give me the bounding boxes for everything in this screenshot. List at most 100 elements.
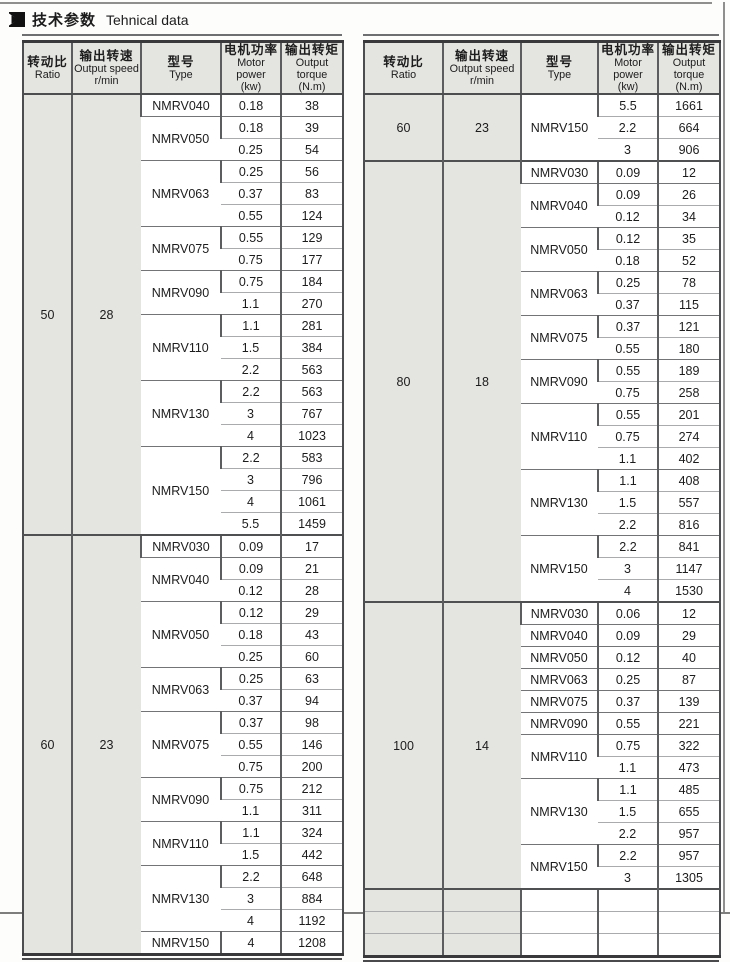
header-ratio-cn: 转动比 — [383, 55, 424, 70]
power-cell: 1.1 — [597, 469, 658, 492]
type-cell: NMRV063 — [521, 668, 598, 691]
torque-cell: 180 — [657, 337, 720, 360]
table-row: 4 1061 — [23, 490, 343, 513]
power-cell: 4 — [221, 490, 281, 513]
power-cell: 3 — [598, 138, 658, 162]
table-row: 1.5 655 — [364, 800, 720, 823]
header-power: 电机功率 Motor power (kw) — [220, 41, 281, 96]
torque-cell: 115 — [657, 293, 720, 316]
page-frame-top-line — [0, 2, 712, 4]
power-cell: 0.75 — [597, 734, 658, 757]
speed-cell: 14 — [442, 601, 521, 890]
table-row: 0.75 258 — [364, 381, 720, 404]
power-cell: 0.37 — [597, 690, 658, 713]
header-type-en: Type — [547, 69, 572, 82]
double-arrow-bullet-icon — [9, 12, 25, 27]
power-cell: 0.37 — [220, 711, 281, 734]
table-row: NMRV063 0.25 63 — [23, 667, 343, 712]
power-cell: 0.09 — [220, 557, 281, 580]
ratio-cell — [364, 888, 443, 912]
torque-cell: 34 — [657, 205, 720, 228]
tables-area: 转动比 Ratio 输出转速 Output speed r/min 型号 Typ… — [22, 34, 721, 962]
header-ratio-en: Ratio — [34, 69, 61, 82]
power-cell: 0.55 — [597, 712, 658, 735]
power-cell: 2.2 — [598, 116, 658, 139]
header-type: 型号 Type — [520, 41, 598, 96]
speed-cell — [442, 933, 521, 957]
table-row: 4 1023 — [23, 424, 343, 447]
torque-cell: 1459 — [280, 512, 343, 536]
torque-cell: 274 — [657, 425, 720, 448]
torque-cell: 648 — [280, 865, 343, 888]
header-torque: 输出转矩 Output torque (N.m) — [280, 41, 343, 96]
torque-cell: 129 — [280, 226, 343, 249]
power-cell: 4 — [221, 424, 281, 447]
torque-cell: 1192 — [280, 909, 343, 932]
table-row: 0.55 180 — [364, 337, 720, 360]
power-cell: 1.1 — [221, 292, 281, 315]
power-cell — [597, 933, 658, 957]
table-row: 0.55 124 — [23, 204, 343, 227]
table-row: 2.2 664 — [364, 116, 720, 139]
type-cell: NMRV030 — [520, 160, 598, 184]
header-torque-en: Output torque — [672, 57, 706, 82]
speed-cell: 23 — [71, 534, 141, 955]
power-cell: 0.12 — [597, 646, 658, 669]
power-cell: 4 — [598, 579, 658, 603]
type-cell: NMRV050 — [521, 227, 598, 272]
torque-cell: 78 — [657, 271, 720, 294]
header-row: 转动比 Ratio 输出转速 Output speed r/min 型号 Typ… — [23, 41, 343, 96]
power-cell: 5.5 — [597, 93, 658, 117]
torque-cell: 655 — [657, 800, 720, 823]
table-row: 2.2 957 — [364, 822, 720, 845]
torque-cell: 87 — [657, 668, 720, 691]
torque-cell: 322 — [657, 734, 720, 757]
header-type-cn: 型号 — [545, 55, 573, 70]
power-cell: 0.06 — [597, 601, 658, 625]
header-ratio-en: Ratio — [390, 69, 417, 82]
table-row: 0.37 94 — [23, 689, 343, 712]
type-cell — [520, 888, 598, 912]
table-row: 1.5 557 — [364, 491, 720, 514]
table-row: 2.2 816 — [364, 513, 720, 536]
torque-cell: 35 — [657, 227, 720, 250]
table-row: NMRV075 0.55 129 — [23, 226, 343, 271]
table-row: NMRV050 0.18 39 — [23, 116, 343, 161]
table-row: NMRV063 0.25 56 — [23, 160, 343, 227]
torque-cell: 221 — [657, 712, 720, 735]
header-torque: 输出转矩 Output torque (N.m) — [657, 41, 720, 96]
type-cell: NMRV063 — [141, 667, 221, 712]
table-row: NMRV130 2.2 563 — [23, 380, 343, 447]
power-cell: 0.75 — [598, 425, 658, 448]
table-row: NMRV090 0.75 184 — [23, 270, 343, 315]
torque-cell: 184 — [280, 270, 343, 293]
type-cell: NMRV040 — [521, 624, 598, 647]
power-cell: 1.5 — [598, 491, 658, 514]
speed-cell: 18 — [442, 160, 521, 603]
torque-cell: 29 — [280, 601, 343, 624]
torque-cell: 402 — [657, 447, 720, 470]
type-cell: NMRV030 — [140, 534, 221, 558]
type-cell: NMRV030 — [520, 601, 598, 625]
torque-cell: 29 — [657, 624, 720, 647]
type-cell: NMRV150 — [520, 93, 598, 162]
right-table: 转动比 Ratio 输出转速 Output speed r/min 型号 Typ… — [363, 40, 721, 959]
ratio-cell: 60 — [364, 93, 443, 162]
table-row: 5.5 1459 — [23, 512, 343, 536]
torque-cell: 60 — [280, 645, 343, 668]
ratio-cell — [364, 911, 443, 934]
power-cell: 0.55 — [598, 337, 658, 360]
ratio-cell: 50 — [23, 93, 72, 536]
torque-cell: 1147 — [657, 557, 720, 580]
torque-cell: 1208 — [280, 931, 343, 955]
torque-cell: 177 — [280, 248, 343, 271]
left-table-wrap: 转动比 Ratio 输出转速 Output speed r/min 型号 Typ… — [22, 34, 344, 962]
table-row: NMRV075 0.37 139 — [364, 690, 720, 713]
power-cell: 1.5 — [598, 800, 658, 823]
header-speed-en: Output speed — [74, 63, 139, 76]
power-cell: 0.25 — [597, 271, 658, 294]
torque-cell: 121 — [657, 315, 720, 338]
type-cell: NMRV130 — [521, 778, 598, 845]
torque-cell: 324 — [280, 821, 343, 844]
left-table-bottomline — [22, 958, 342, 961]
